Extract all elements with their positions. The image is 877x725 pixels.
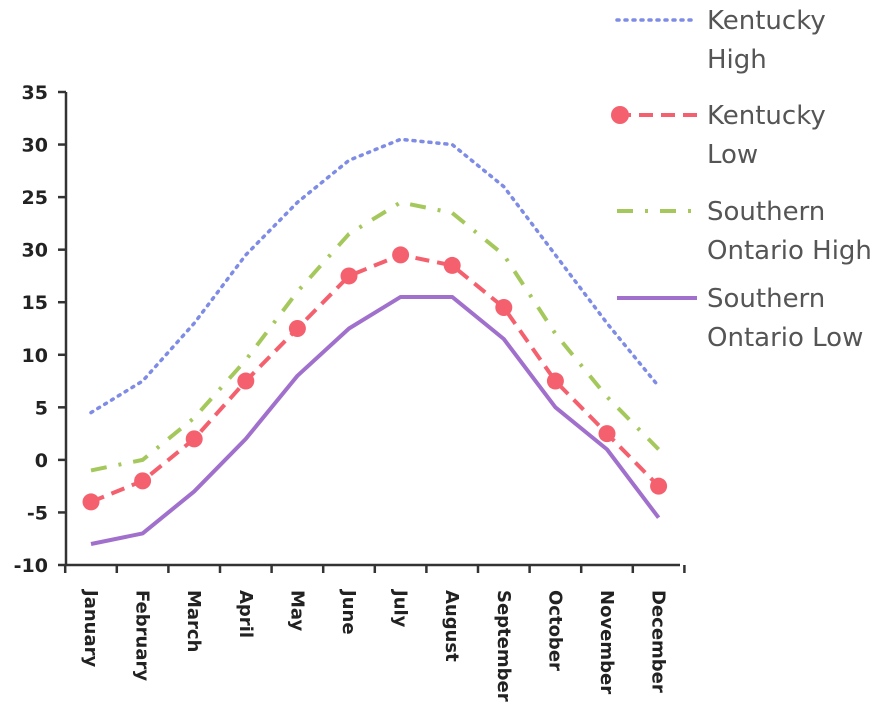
legend-label: Low — [707, 140, 758, 170]
x-tick-label: December — [648, 590, 669, 693]
series-4 — [90, 294, 661, 546]
x-tick-label: January — [80, 588, 101, 667]
x-axis-ticks: January February March April May June July Augu… — [63, 565, 686, 702]
series-3 — [90, 200, 661, 473]
x-tick-label: May — [286, 590, 307, 632]
x-tick-label: November — [596, 590, 617, 694]
legend: Kentucky High Kentucky Low Southern Ontario H… — [611, 6, 872, 353]
data-point — [546, 372, 564, 390]
series-line — [90, 200, 661, 473]
data-point — [443, 256, 461, 274]
series-line — [90, 294, 661, 546]
y-tick-label: 15 — [22, 292, 48, 314]
legend-marker — [611, 106, 629, 124]
legend-label: Southern — [707, 197, 825, 227]
legend-label: High — [707, 45, 767, 75]
data-point — [598, 425, 616, 443]
data-point — [185, 430, 203, 448]
data-point — [82, 493, 100, 511]
x-tick-label: February — [132, 590, 153, 681]
y-axis-ticks: 35 30 25 30 15 10 5 0 -5 -10 — [14, 82, 66, 577]
y-tick-label: 0 — [35, 450, 48, 472]
data-point — [650, 477, 668, 495]
x-tick-label: September — [493, 590, 514, 702]
legend-label: Ontario Low — [707, 323, 863, 353]
y-tick-label: 30 — [22, 135, 48, 157]
x-tick-label: April — [235, 590, 256, 638]
y-tick-label: 5 — [35, 397, 48, 419]
legend-label: Ontario High — [707, 236, 872, 266]
legend-item: Kentucky Low — [611, 101, 826, 170]
y-tick-label: 10 — [22, 345, 48, 367]
x-tick-label: July — [390, 588, 411, 628]
x-tick-label: August — [441, 590, 462, 662]
y-tick-label: -5 — [27, 502, 48, 524]
y-tick-label: 35 — [22, 82, 48, 104]
data-point — [134, 472, 152, 490]
legend-label: Kentucky — [707, 6, 826, 36]
x-tick-label: March — [183, 590, 204, 652]
series-line — [90, 252, 661, 504]
chart-axes — [64, 92, 680, 567]
data-point — [495, 298, 513, 316]
data-point — [340, 267, 358, 285]
legend-item: Southern Ontario Low — [617, 284, 863, 353]
y-tick-label: 30 — [22, 240, 48, 262]
data-point — [237, 372, 255, 390]
series-line — [89, 137, 661, 415]
series-1 — [89, 137, 661, 415]
legend-item: Southern Ontario High — [617, 197, 872, 266]
legend-label: Southern — [707, 284, 825, 314]
legend-item: Kentucky High — [615, 6, 826, 75]
legend-label: Kentucky — [707, 101, 826, 131]
x-tick-label: June — [338, 588, 359, 635]
series-2 — [82, 246, 668, 511]
y-tick-label: -10 — [14, 555, 48, 577]
data-point — [392, 246, 410, 264]
y-tick-label: 25 — [22, 187, 48, 209]
x-tick-label: October — [544, 590, 565, 671]
data-point — [288, 320, 306, 337]
series-layer — [82, 137, 668, 546]
